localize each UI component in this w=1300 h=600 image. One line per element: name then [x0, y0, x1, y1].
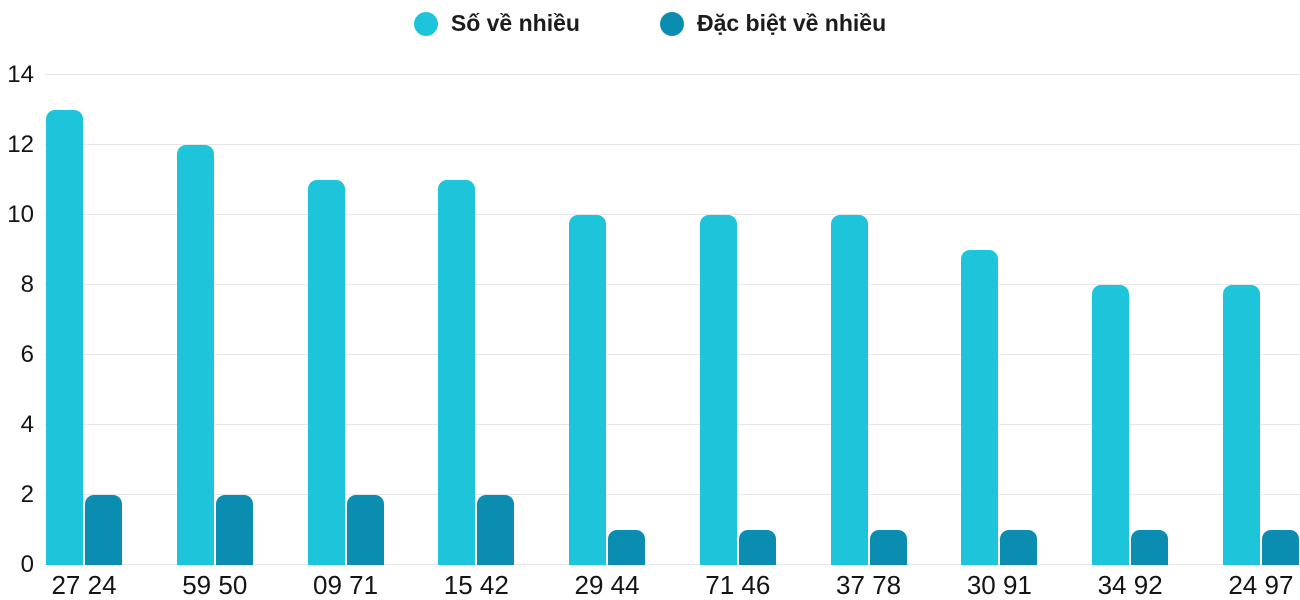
x-axis-label: 15 42 [443, 570, 509, 600]
gridline [45, 564, 1300, 565]
bar-group: 09 71 [307, 75, 385, 598]
y-axis-label: 4 [20, 411, 34, 438]
x-axis-label: 34 92 [1097, 570, 1163, 600]
y-axis-label: 0 [20, 551, 34, 578]
bar-group: 15 42 [437, 75, 515, 598]
y-axis-label: 8 [20, 271, 34, 298]
bar-series-1-71-46 [738, 530, 776, 565]
bar-series-1-15-42 [477, 495, 515, 565]
x-axis-label: 24 97 [1228, 570, 1294, 600]
bar-group: 29 44 [568, 75, 646, 598]
bar-chart: 0 2 4 6 8 10 12 14 27 24 59 50 09 71 15 42 29 44 71 … [0, 63, 1300, 598]
plot-area: 27 24 59 50 09 71 15 42 29 44 71 46 37 78 30 91… [45, 75, 1300, 598]
bar-series-1-30-91 [1000, 530, 1038, 565]
bar-series-1-09-71 [346, 495, 384, 565]
bar-series-0-27-24 [46, 110, 83, 565]
legend: Số về nhiều Đặc biệt về nhiều [0, 10, 1300, 38]
x-axis-label: 30 91 [966, 570, 1032, 600]
gridline [45, 74, 1300, 75]
bar-series-0-37-78 [830, 215, 868, 565]
bar-series-1-29-44 [608, 530, 646, 565]
y-axis-label: 14 [7, 61, 34, 88]
x-axis-label: 27 24 [51, 570, 117, 600]
bar-group: 34 92 [1091, 75, 1169, 598]
legend-item-1[interactable]: Đặc biệt về nhiều [659, 10, 887, 38]
bar-group: 27 24 [45, 75, 123, 598]
legend-dot-icon [413, 11, 438, 36]
bar-series-1-24-97 [1261, 530, 1299, 565]
x-axis-label: 71 46 [705, 570, 771, 600]
bar-series-0-09-71 [307, 180, 345, 565]
x-axis-label: 37 78 [836, 570, 902, 600]
x-axis-label: 09 71 [312, 570, 379, 600]
legend-label: Số về nhiều [450, 10, 580, 36]
bar-series-0-34-92 [1092, 285, 1130, 565]
bar-series-0-29-44 [569, 215, 607, 565]
bar-group: 37 78 [830, 75, 908, 598]
bar-series-0-71-46 [699, 215, 737, 565]
bar-series-0-15-42 [438, 180, 476, 565]
gridline [45, 354, 1300, 355]
gridline [45, 284, 1300, 285]
y-axis-label: 2 [20, 481, 34, 508]
x-axis-label: 29 44 [574, 570, 640, 600]
y-axis-label: 12 [7, 131, 34, 158]
bar-series-1-27-24 [85, 495, 122, 565]
bar-series-1-59-50 [215, 495, 253, 565]
gridline [45, 494, 1300, 495]
bar-series-1-34-92 [1131, 530, 1169, 565]
bar-series-0-59-50 [176, 145, 214, 565]
bar-group: 71 46 [699, 75, 777, 598]
gridline [45, 144, 1300, 145]
y-axis-label: 10 [7, 201, 34, 228]
bar-group: 24 97 [1222, 75, 1300, 598]
y-axis-label: 6 [20, 341, 34, 368]
legend-dot-icon [659, 11, 684, 36]
bar-series-0-24-97 [1222, 285, 1260, 565]
legend-item-0[interactable]: Số về nhiều [413, 10, 580, 38]
bar-group: 59 50 [176, 75, 254, 598]
gridline [45, 214, 1300, 215]
bar-series-0-30-91 [961, 250, 999, 565]
legend-label: Đặc biệt về nhiều [696, 10, 887, 36]
bar-series-1-37-78 [869, 530, 907, 565]
gridline [45, 424, 1300, 425]
x-axis-label: 59 50 [182, 570, 248, 600]
bar-group: 30 91 [960, 75, 1038, 598]
